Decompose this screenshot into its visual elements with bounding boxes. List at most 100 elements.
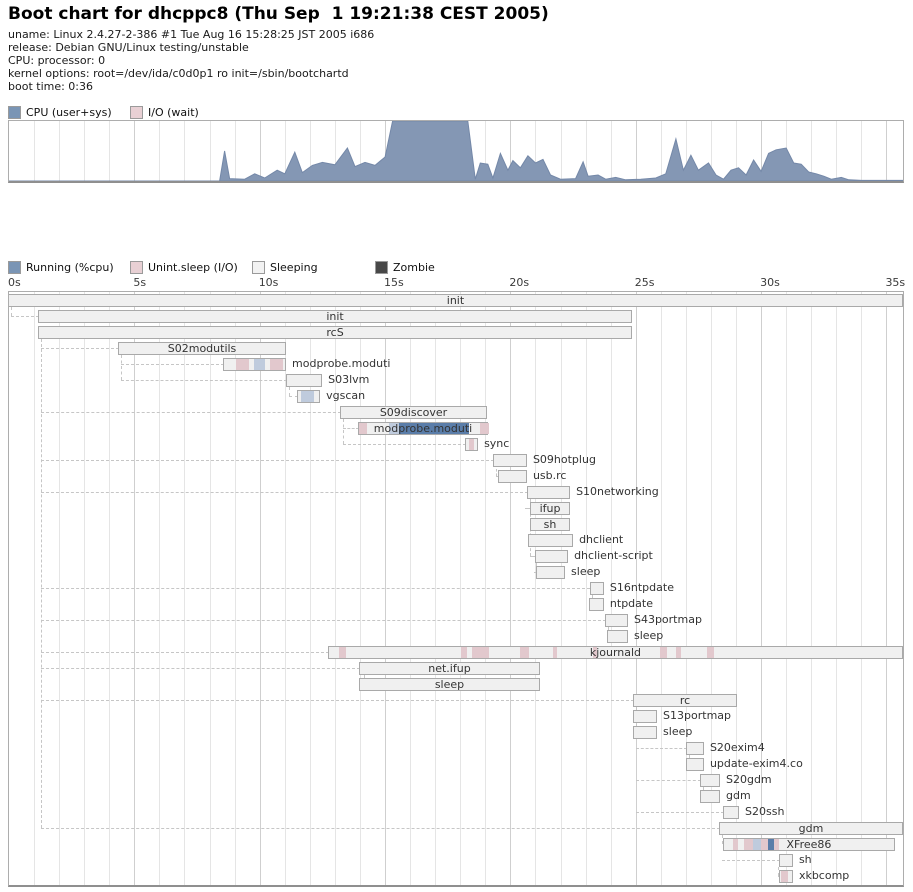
- process-label: S16ntpdate: [609, 581, 674, 594]
- state-segment-io: [461, 647, 468, 658]
- tree-connector: [534, 572, 537, 573]
- gridline-27s: [685, 121, 687, 181]
- info-line-cpu: CPU: processor: 0: [8, 54, 106, 67]
- process-bar-vgscan: [297, 390, 321, 403]
- tree-connector: [496, 469, 497, 476]
- gridline-21s: [535, 121, 537, 181]
- tree-connector: [41, 700, 634, 701]
- process-bar-ifup: ifup: [529, 502, 571, 515]
- tree-connector: [41, 652, 329, 653]
- process-bar-S02modutils: S02modutils: [118, 342, 287, 355]
- gridline-24s: [610, 292, 612, 885]
- process-label: vgscan: [326, 389, 366, 402]
- process-label: S20ssh: [745, 805, 785, 818]
- state-segment-run: [399, 423, 470, 434]
- process-bar-XFree86: XFree86: [722, 838, 895, 851]
- gridline-6s: [159, 121, 161, 181]
- cpu-swatch-icon: [8, 106, 21, 119]
- process-label: ntpdate: [609, 597, 653, 610]
- process-bar-S03lvm: [286, 374, 323, 387]
- process-label: XFree86: [786, 838, 832, 851]
- process-label: net.ifup: [428, 662, 471, 675]
- io-legend-item: I/O (wait): [130, 106, 199, 119]
- zombie-legend-item: Zombie: [375, 261, 435, 274]
- tree-connector: [343, 419, 344, 444]
- cpu-area-series: [9, 121, 903, 181]
- state-segment-io: [480, 423, 490, 434]
- cpu-legend-item: CPU (user+sys): [8, 106, 112, 119]
- gridline-30s: [761, 292, 763, 885]
- process-bar-S10networking: [526, 486, 571, 499]
- state-segment-io: [733, 839, 738, 850]
- state-segment-io: [235, 359, 249, 370]
- tree-connector: [41, 668, 360, 669]
- process-bar-S09discover: S09discover: [339, 406, 488, 419]
- cpu-usage-chart: [8, 120, 904, 183]
- sleeping-legend-item: Sleeping: [252, 261, 318, 274]
- unint-sleep-legend-item: Unint.sleep (I/O): [130, 261, 238, 274]
- tree-connector: [530, 556, 536, 557]
- process-bar-S20gdm: [699, 774, 720, 787]
- state-segment-io: [761, 839, 768, 850]
- process-bar-S09hotplug: [493, 454, 527, 467]
- process-label: sleep: [571, 565, 601, 578]
- tick-label-5s: 5s: [133, 276, 147, 289]
- tick-label-10s: 10s: [258, 276, 279, 289]
- gridline-2s: [59, 121, 61, 181]
- process-label: S43portmap: [633, 613, 702, 626]
- gridline-25s: [635, 292, 637, 885]
- process-label: gdm: [725, 789, 751, 802]
- process-label: init: [446, 294, 465, 307]
- process-bar-xkbcomp: [778, 870, 793, 883]
- process-bar-modprobe.moduti: [223, 358, 287, 371]
- info-line-boottime: boot time: 0:36: [8, 80, 94, 93]
- gridline-13s: [334, 121, 336, 181]
- gridline-31s: [786, 292, 788, 885]
- unint-sleep-swatch-icon: [130, 261, 143, 274]
- gridline-11s: [284, 121, 286, 181]
- process-label: sh: [798, 853, 812, 866]
- gridline-30s: [761, 121, 763, 181]
- tree-connector: [41, 348, 119, 349]
- sleeping-legend-label: Sleeping: [270, 261, 318, 274]
- tree-connector: [41, 492, 528, 493]
- gridline-28s: [710, 292, 712, 885]
- state-segment-io: [520, 647, 530, 658]
- tree-connector: [41, 828, 720, 829]
- process-label: S03lvm: [328, 373, 370, 386]
- state-segment-io: [706, 647, 714, 658]
- state-segment-io: [744, 839, 754, 850]
- process-label: S20exim4: [709, 741, 765, 754]
- state-segment-io: [773, 839, 779, 850]
- tree-connector: [41, 339, 42, 828]
- process-bar-net.ifup: net.ifup: [358, 662, 540, 675]
- gridline-9s: [234, 121, 236, 181]
- tree-connector: [41, 412, 341, 413]
- tree-connector: [722, 860, 780, 861]
- process-bar-S13portmap: [632, 710, 658, 723]
- process-label: sleep: [434, 678, 465, 691]
- process-bar-rcS: rcS: [38, 326, 632, 339]
- gridline-28s: [710, 121, 712, 181]
- tree-connector: [41, 620, 606, 621]
- process-label: usb.rc: [532, 469, 567, 482]
- process-bar-update-exim4.co: [685, 758, 704, 771]
- process-label: kjournald: [589, 646, 642, 659]
- gridline-26s: [660, 292, 662, 885]
- process-label: S09hotplug: [532, 453, 596, 466]
- process-bar-sleep: [632, 726, 658, 739]
- state-segment-io: [269, 359, 283, 370]
- state-segment-io: [358, 423, 367, 434]
- gridline-14s: [359, 121, 361, 181]
- process-bar-sleep: sleep: [358, 678, 540, 691]
- tree-connector: [289, 387, 290, 396]
- state-segment-io: [553, 647, 558, 658]
- state-segment-io: [676, 647, 682, 658]
- tree-connector: [289, 396, 298, 397]
- gridline-3s: [84, 121, 86, 181]
- state-segment-io: [338, 647, 346, 658]
- process-label: gdm: [798, 822, 824, 835]
- gridline-20s: [510, 121, 512, 181]
- process-label: S09discover: [379, 406, 448, 419]
- gridline-34s: [861, 292, 863, 885]
